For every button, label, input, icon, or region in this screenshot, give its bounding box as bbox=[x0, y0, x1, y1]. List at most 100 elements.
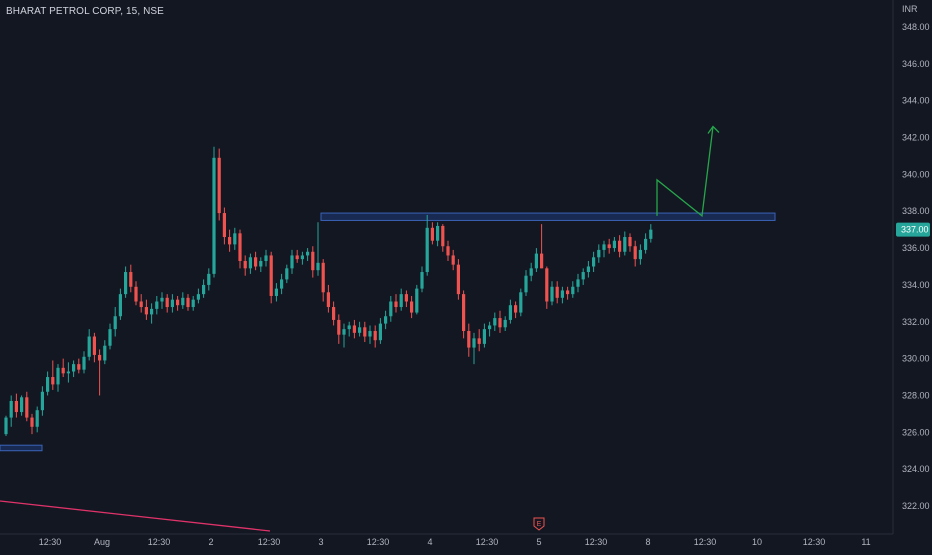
candle bbox=[456, 259, 460, 300]
candle-body bbox=[243, 260, 247, 269]
candle bbox=[368, 325, 372, 344]
candle-body bbox=[254, 257, 258, 267]
candle bbox=[446, 240, 450, 261]
overlay-layer: E bbox=[533, 125, 720, 531]
candle bbox=[311, 246, 315, 278]
candle bbox=[482, 323, 486, 348]
candle bbox=[103, 340, 107, 365]
candle bbox=[20, 395, 24, 416]
candle bbox=[638, 244, 642, 265]
candle-body bbox=[514, 305, 518, 313]
candle bbox=[87, 329, 91, 361]
candle bbox=[316, 222, 320, 276]
candle bbox=[248, 253, 252, 274]
candle bbox=[134, 281, 138, 306]
candle-body bbox=[441, 225, 445, 247]
projection-arrow-head bbox=[707, 125, 720, 134]
candle bbox=[35, 406, 39, 433]
candle-body bbox=[633, 246, 637, 260]
candle-body bbox=[295, 255, 299, 260]
candle bbox=[326, 284, 330, 313]
time-tick-label: 11 bbox=[861, 537, 870, 547]
price-tick-label: 328.00 bbox=[902, 390, 930, 400]
price-tick-label: 338.00 bbox=[902, 206, 930, 216]
candle bbox=[254, 251, 258, 271]
candle-body bbox=[316, 262, 320, 271]
candle bbox=[72, 360, 76, 378]
candle-body bbox=[4, 417, 8, 435]
candle bbox=[217, 148, 221, 221]
candle-body bbox=[363, 327, 367, 337]
candle bbox=[264, 249, 268, 267]
candle bbox=[436, 222, 440, 247]
candle-body bbox=[430, 227, 434, 241]
candles-layer bbox=[4, 146, 653, 436]
trendline[interactable] bbox=[0, 500, 271, 532]
earnings-marker[interactable]: E bbox=[533, 517, 545, 531]
candle-body bbox=[290, 255, 294, 269]
candle-body bbox=[649, 229, 653, 239]
candle-body bbox=[550, 286, 554, 302]
candle bbox=[358, 321, 362, 337]
candle bbox=[25, 391, 29, 422]
candle bbox=[420, 266, 424, 293]
candle bbox=[280, 273, 284, 295]
candle bbox=[66, 362, 70, 383]
price-axis[interactable]: INR 322.00 324.00 326.00 328.00 330.00 332.00 3… bbox=[892, 0, 930, 534]
candle bbox=[389, 295, 393, 322]
candle-body bbox=[191, 299, 195, 308]
candle bbox=[566, 286, 570, 300]
candle-body bbox=[30, 417, 34, 427]
candle-body bbox=[108, 329, 112, 346]
time-tick-label: 4 bbox=[427, 537, 432, 547]
candle-body bbox=[373, 330, 377, 341]
time-tick-label: 12:30 bbox=[148, 537, 171, 547]
candle-body bbox=[129, 272, 133, 287]
time-axis[interactable]: 12:30 Aug 12:30 2 12:30 3 12:30 4 12:30 5 12:30 8 12… bbox=[0, 533, 893, 547]
candle bbox=[498, 310, 502, 333]
candle bbox=[238, 229, 242, 269]
candle-body bbox=[321, 262, 325, 293]
candle bbox=[129, 264, 133, 293]
candle bbox=[98, 349, 102, 396]
candle-body bbox=[274, 288, 278, 296]
candle-body bbox=[462, 294, 466, 331]
candle-body bbox=[415, 288, 419, 313]
candle bbox=[300, 251, 304, 265]
candle bbox=[602, 240, 606, 258]
candle-body bbox=[238, 233, 242, 261]
projection-path[interactable] bbox=[656, 126, 714, 218]
candle bbox=[181, 292, 185, 309]
candle bbox=[472, 332, 476, 365]
candle bbox=[618, 235, 622, 258]
candle bbox=[186, 294, 190, 311]
candle bbox=[514, 301, 518, 319]
candle bbox=[488, 321, 492, 337]
resistance-zone[interactable] bbox=[320, 212, 776, 221]
price-tick-label: 322.00 bbox=[902, 501, 930, 511]
candle-body bbox=[555, 286, 559, 298]
candle bbox=[30, 413, 34, 435]
candle-body bbox=[446, 246, 450, 256]
candle-body bbox=[332, 307, 336, 320]
symbol-title[interactable]: BHARAT PETROL CORP, 15, NSE bbox=[6, 6, 164, 17]
candle-body bbox=[420, 272, 424, 289]
candle-body bbox=[394, 301, 398, 308]
candle-body bbox=[248, 257, 252, 269]
candle-body bbox=[571, 286, 575, 295]
candle-body bbox=[503, 319, 507, 328]
candle-body bbox=[451, 255, 455, 265]
candle-body bbox=[644, 238, 648, 250]
candle-body bbox=[51, 377, 55, 385]
support-zone[interactable] bbox=[0, 444, 43, 452]
candle bbox=[560, 286, 564, 304]
candle bbox=[82, 351, 86, 374]
earnings-badge-icon bbox=[533, 517, 545, 531]
candle bbox=[550, 281, 554, 306]
candle-body bbox=[378, 323, 382, 341]
candle-body bbox=[519, 292, 523, 313]
candle-body bbox=[612, 240, 616, 249]
candle-body bbox=[212, 157, 216, 274]
